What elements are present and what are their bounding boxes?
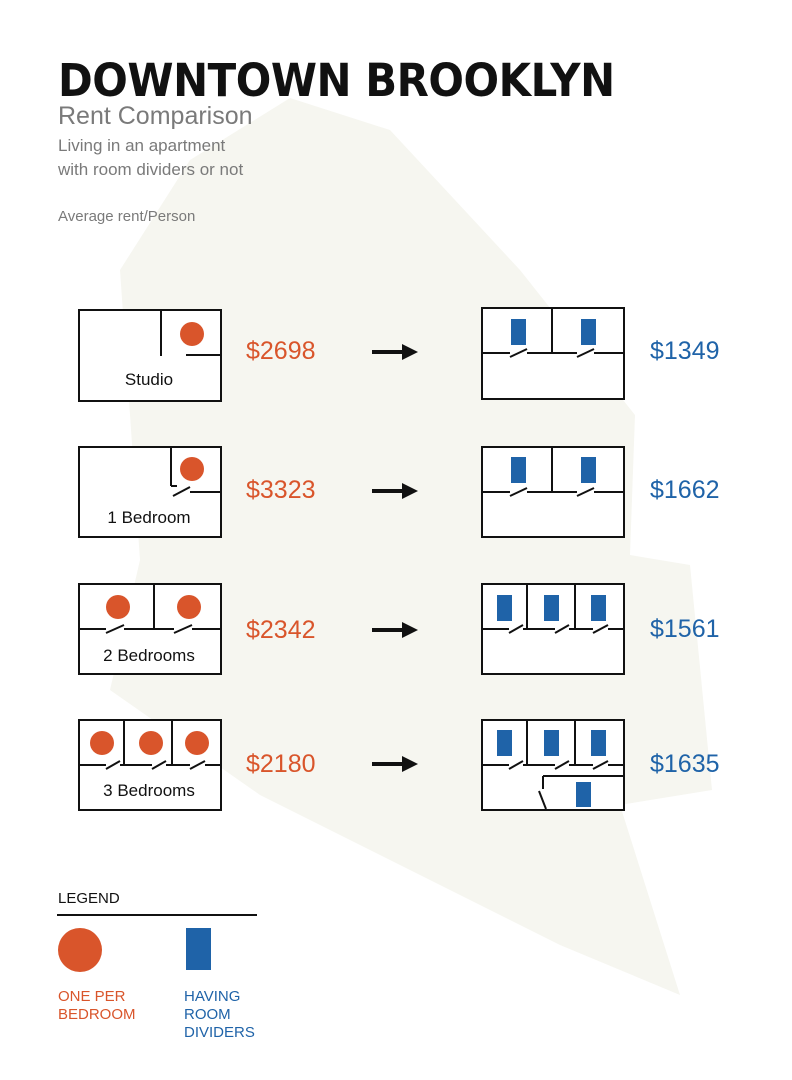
divider-room-rect xyxy=(581,319,596,345)
price-before: $2698 xyxy=(246,337,316,365)
studio-divided-floorplan xyxy=(481,307,626,402)
arrow-icon xyxy=(372,344,418,360)
plan-label: 1 Bedroom xyxy=(107,508,191,527)
price-before: $3323 xyxy=(246,476,316,504)
plan-label: 2 Bedrooms xyxy=(103,646,195,665)
per-bedroom-dot xyxy=(180,457,204,481)
per-bedroom-dot xyxy=(185,731,209,755)
legend-divider xyxy=(57,914,257,916)
plan-label: 3 Bedrooms xyxy=(103,781,195,800)
price-before: $2342 xyxy=(246,616,316,644)
studio-floorplan: Studio xyxy=(78,309,222,403)
divider-room-rect xyxy=(591,730,606,756)
per-bedroom-dot xyxy=(180,322,204,346)
per-bedroom-dot xyxy=(177,595,201,619)
per-bedroom-dot xyxy=(139,731,163,755)
divider-room-rect xyxy=(497,595,512,621)
legend-room-divider-swatch xyxy=(186,928,211,970)
legend-title: LEGEND xyxy=(58,890,120,907)
legend-per-bedroom-label: ONE PER BEDROOM xyxy=(58,988,136,1023)
legend-room-divider-label: HAVING ROOM DIVIDERS xyxy=(184,988,255,1041)
two-bedroom-floorplan: 2 Bedrooms xyxy=(78,583,222,676)
plan-label: Studio xyxy=(124,370,174,389)
legend-per-bedroom-swatch xyxy=(58,928,102,972)
price-after: $1635 xyxy=(650,750,720,778)
divider-room-rect xyxy=(511,457,526,483)
two-bedroom-divided-floorplan xyxy=(481,583,626,676)
divider-room-rect xyxy=(591,595,606,621)
divider-room-rect xyxy=(544,730,559,756)
price-before: $2180 xyxy=(246,750,316,778)
one-bedroom-floorplan: 1 Bedroom xyxy=(78,446,222,539)
page-description: Living in an apartment with room divider… xyxy=(58,136,244,179)
per-bedroom-dot xyxy=(90,731,114,755)
arrow-icon xyxy=(372,756,418,772)
three-bedroom-divided-floorplan xyxy=(481,719,626,812)
divider-room-rect xyxy=(576,782,591,807)
arrow-icon xyxy=(372,483,418,499)
page-title: DOWNTOWN BROOKLYN xyxy=(58,54,615,107)
page-subtitle: Rent Comparison xyxy=(58,102,253,130)
metric-label: Average rent/Person xyxy=(58,208,196,225)
price-after: $1662 xyxy=(650,476,720,504)
divider-room-rect xyxy=(581,457,596,483)
price-after: $1349 xyxy=(650,337,720,365)
per-bedroom-dot xyxy=(106,595,130,619)
arrow-icon xyxy=(372,622,418,638)
divider-room-rect xyxy=(497,730,512,756)
price-after: $1561 xyxy=(650,615,720,643)
divider-room-rect xyxy=(544,595,559,621)
divider-room-rect xyxy=(511,319,526,345)
three-bedroom-floorplan: 3 Bedrooms xyxy=(78,719,222,812)
one-bedroom-divided-floorplan xyxy=(481,446,626,539)
